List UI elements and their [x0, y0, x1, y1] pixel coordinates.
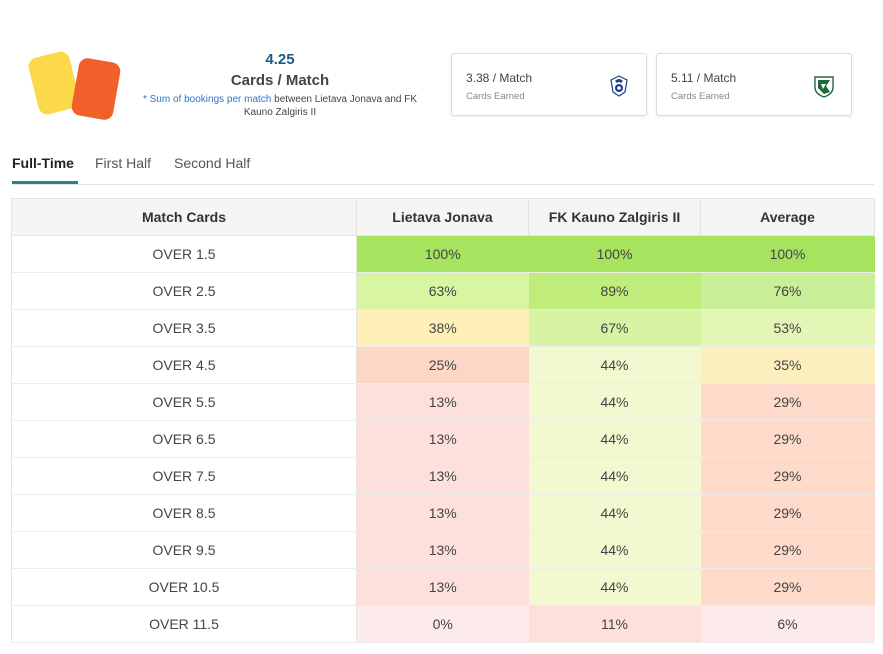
table-header-row: Match Cards Lietava Jonava FK Kauno Zalg… [11, 198, 875, 236]
home-cards-value: 3.38 / Match [466, 71, 533, 85]
period-tabs: Full-Time First Half Second Half [12, 150, 874, 185]
row-line-label: OVER 3.5 [11, 309, 357, 347]
table-row: OVER 9.5 13% 44% 29% [11, 531, 875, 569]
row-line-label: OVER 2.5 [11, 272, 357, 310]
row-average-percentage: 29% [700, 420, 875, 458]
row-line-label: OVER 8.5 [11, 494, 357, 532]
home-cards-label: Cards Earned [466, 91, 525, 102]
row-home-percentage: 100% [356, 235, 529, 273]
row-home-percentage: 25% [356, 346, 529, 384]
table-row: OVER 2.5 63% 89% 76% [11, 272, 875, 310]
row-home-percentage: 13% [356, 494, 529, 532]
match-cards-table: Match Cards Lietava Jonava FK Kauno Zalg… [11, 198, 875, 643]
row-home-percentage: 13% [356, 531, 529, 569]
row-average-percentage: 29% [700, 568, 875, 606]
table-row: OVER 7.5 13% 44% 29% [11, 457, 875, 495]
row-average-percentage: 29% [700, 494, 875, 532]
away-cards-value: 5.11 / Match [671, 71, 737, 85]
table-row: OVER 10.5 13% 44% 29% [11, 568, 875, 606]
home-team-cards-box: 3.38 / Match Cards Earned [451, 53, 647, 116]
row-away-percentage: 44% [528, 346, 701, 384]
tab-second-half[interactable]: Second Half [174, 155, 251, 171]
row-line-label: OVER 1.5 [11, 235, 357, 273]
row-line-label: OVER 10.5 [11, 568, 357, 606]
row-home-percentage: 13% [356, 420, 529, 458]
row-average-percentage: 35% [700, 346, 875, 384]
header-match-cards: Match Cards [11, 198, 357, 236]
cards-note-text: between Lietava Jonava and FK Kauno Zalg… [243, 94, 418, 118]
row-average-percentage: 29% [700, 457, 875, 495]
row-away-percentage: 44% [528, 383, 701, 421]
row-line-label: OVER 4.5 [11, 346, 357, 384]
away-cards-label: Cards Earned [671, 91, 730, 102]
row-away-percentage: 100% [528, 235, 701, 273]
active-tab-indicator [12, 181, 78, 184]
row-home-percentage: 63% [356, 272, 529, 310]
cards-note: * Sum of bookings per match between Liet… [130, 93, 430, 119]
header-average: Average [700, 198, 875, 236]
row-away-percentage: 44% [528, 531, 701, 569]
row-average-percentage: 76% [700, 272, 875, 310]
row-average-percentage: 29% [700, 383, 875, 421]
row-away-percentage: 11% [528, 605, 701, 643]
row-home-percentage: 13% [356, 383, 529, 421]
row-home-percentage: 38% [356, 309, 529, 347]
header-away-team: FK Kauno Zalgiris II [528, 198, 701, 236]
row-home-percentage: 13% [356, 568, 529, 606]
table-body: OVER 1.5 100% 100% 100% OVER 2.5 63% 89% 76% OVE… [11, 235, 875, 643]
cards-per-match-stat: 4.25 Cards / Match * Sum of bookings per… [130, 50, 430, 119]
cards-summary: 4.25 Cards / Match * Sum of bookings per… [0, 0, 883, 140]
away-team-cards-box: 5.11 / Match Cards Earned [656, 53, 852, 116]
table-row: OVER 8.5 13% 44% 29% [11, 494, 875, 532]
row-average-percentage: 53% [700, 309, 875, 347]
table-row: OVER 4.5 25% 44% 35% [11, 346, 875, 384]
table-row: OVER 6.5 13% 44% 29% [11, 420, 875, 458]
row-line-label: OVER 7.5 [11, 457, 357, 495]
fk-kauno-zalgiris-crest-icon [814, 76, 834, 98]
row-line-label: OVER 11.5 [11, 605, 357, 643]
table-row: OVER 3.5 38% 67% 53% [11, 309, 875, 347]
row-away-percentage: 44% [528, 420, 701, 458]
table-row: OVER 11.5 0% 11% 6% [11, 605, 875, 643]
lietava-jonava-crest-icon [610, 75, 628, 97]
row-line-label: OVER 5.5 [11, 383, 357, 421]
row-average-percentage: 6% [700, 605, 875, 643]
table-row: OVER 5.5 13% 44% 29% [11, 383, 875, 421]
row-home-percentage: 0% [356, 605, 529, 643]
row-line-label: OVER 9.5 [11, 531, 357, 569]
cards-per-match-label: Cards / Match [230, 72, 330, 89]
tab-first-half[interactable]: First Half [95, 155, 151, 171]
row-away-percentage: 44% [528, 568, 701, 606]
row-away-percentage: 67% [528, 309, 701, 347]
red-card-icon [70, 56, 122, 122]
row-away-percentage: 89% [528, 272, 701, 310]
cards-per-match-value: 4.25 [265, 51, 295, 68]
row-line-label: OVER 6.5 [11, 420, 357, 458]
cards-icon [26, 48, 125, 124]
header-home-team: Lietava Jonava [356, 198, 529, 236]
row-average-percentage: 100% [700, 235, 875, 273]
bookings-note-link[interactable]: * Sum of bookings per match [142, 94, 272, 105]
row-away-percentage: 44% [528, 494, 701, 532]
table-row: OVER 1.5 100% 100% 100% [11, 235, 875, 273]
tab-full-time[interactable]: Full-Time [12, 155, 74, 171]
row-home-percentage: 13% [356, 457, 529, 495]
row-away-percentage: 44% [528, 457, 701, 495]
row-average-percentage: 29% [700, 531, 875, 569]
